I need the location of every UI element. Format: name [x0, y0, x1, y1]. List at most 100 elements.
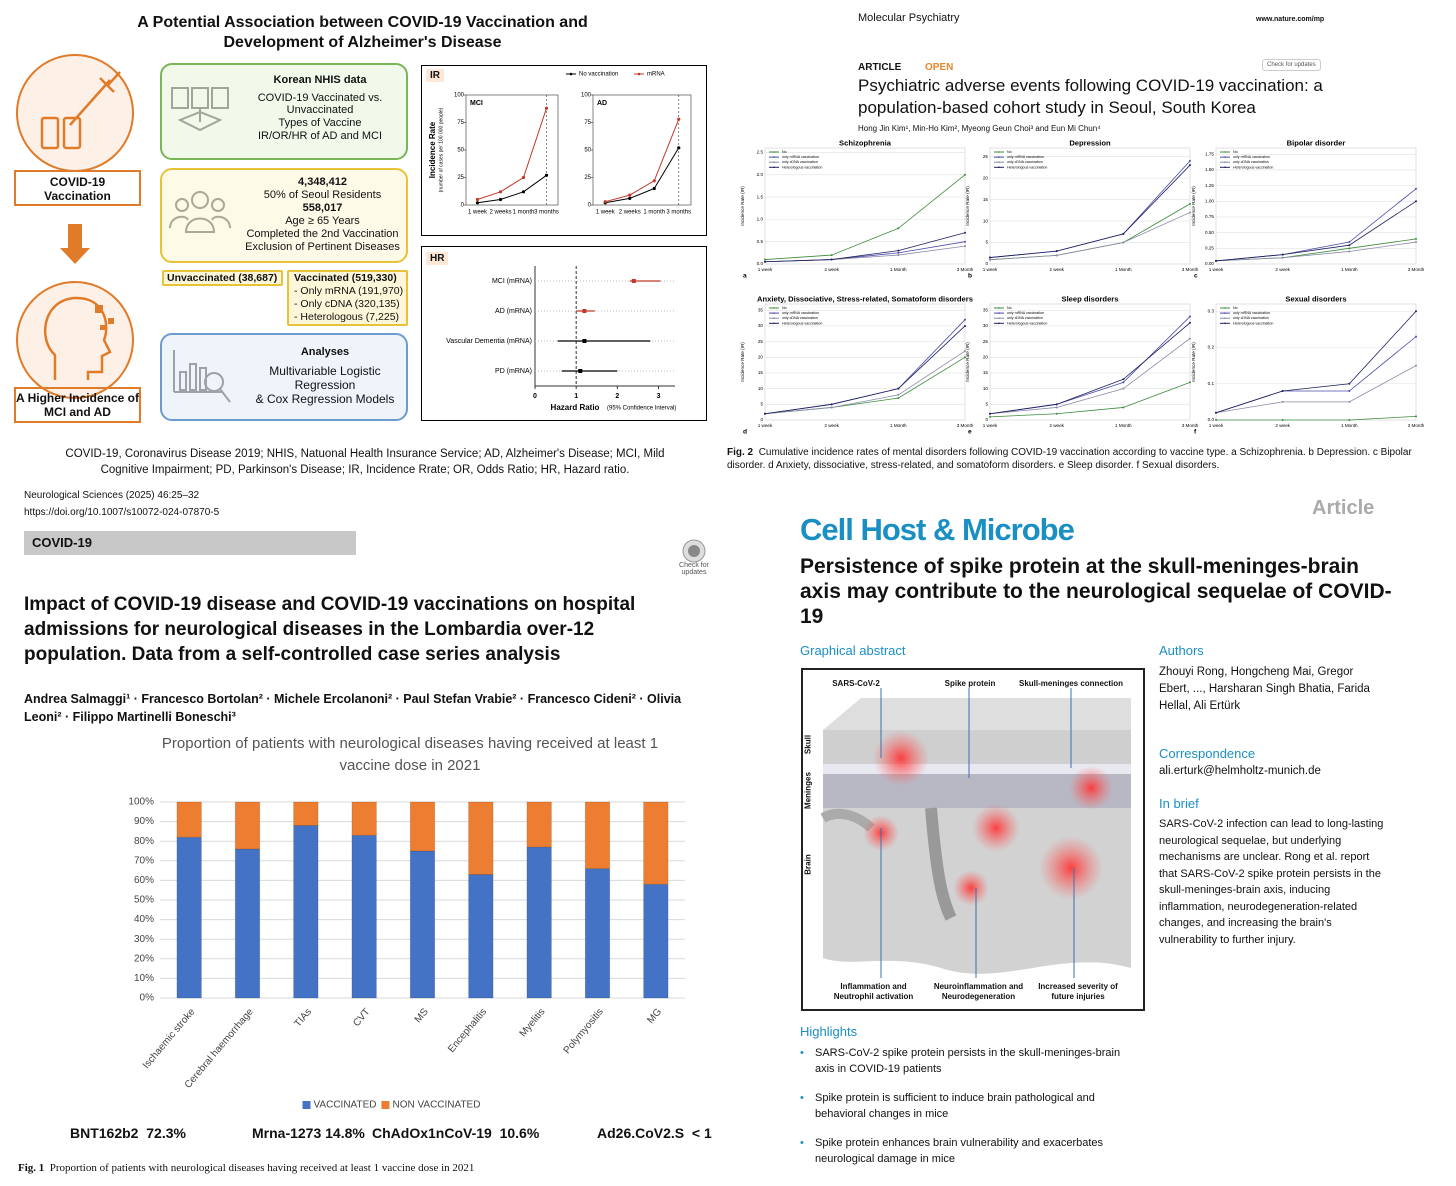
x-tick-label: 2 weeks [619, 210, 641, 216]
legend-label: Heterologous vaccination [782, 165, 822, 169]
figure-caption: Fig. 2 Cumulative incidence rates of men… [727, 446, 1449, 472]
legend-marker [998, 322, 1000, 325]
y-tick-label: 1.75 [1205, 151, 1214, 156]
psychiatry-figure: 0.0 0.5 1.0 1.5 2.0 2.5 1 week 2 week 1 Month 3 M… [740, 138, 1425, 436]
y-tick-label: 0.0 [757, 261, 764, 266]
data-point [897, 227, 900, 230]
diagram-label: Spike protein [944, 679, 996, 688]
arrow [60, 224, 90, 264]
authors: Andrea Salmaggi¹ · Francesco Bortolan² ·… [24, 692, 682, 724]
y-tick-label: 40% [134, 914, 154, 925]
legend-label: only cDNA vaccination [1007, 160, 1043, 164]
y-tick-label: 25 [983, 339, 989, 344]
series-line [477, 174, 547, 204]
x-tick-label: 3 [657, 393, 661, 400]
y-tick-label: 0.0 [1208, 417, 1215, 422]
data-point [989, 256, 991, 259]
head-icon [43, 296, 112, 380]
y-tick-label: 10 [983, 386, 989, 391]
chart-title: Anxiety, Dissociative, Stress-related, S… [757, 294, 973, 303]
y-axis-label: Incidence Rate (IR) [965, 186, 970, 226]
legend-marker [1224, 156, 1226, 158]
bar-segment [526, 846, 552, 999]
legend-marker [773, 317, 775, 319]
hazard-ratio-point [582, 339, 587, 343]
data-point [1415, 187, 1417, 190]
caption-label: Fig. 1 [18, 1162, 45, 1174]
unvaccinated: Unvaccinated (38,687) [162, 270, 283, 286]
x-tick-label: 2 [615, 393, 619, 400]
y-tick-label: 0.50 [1205, 230, 1214, 235]
hazard-ratio-point [631, 279, 636, 283]
data-point [989, 412, 991, 415]
x-tick-label: MG [645, 1006, 664, 1026]
data-point [1281, 419, 1284, 421]
y-tick-label: 1.0 [757, 217, 764, 222]
data-point [1348, 390, 1351, 392]
data-point [1189, 211, 1191, 214]
correspondence-heading: Correspondence [1159, 746, 1256, 761]
hr-frame [421, 246, 707, 421]
series-line [1215, 200, 1417, 262]
data-point [628, 193, 632, 197]
y-tick-label: 0.1 [1208, 381, 1215, 386]
legend-marker [998, 312, 1000, 314]
journal: Cell Host & Microbe [800, 512, 1075, 547]
x-tick-label: 2 week [1275, 267, 1290, 272]
data-point [1055, 412, 1058, 415]
data-point [1281, 400, 1284, 403]
diagram-label: SARS-CoV-2 [832, 679, 880, 688]
chart-title: MCI [470, 100, 483, 107]
x-tick-label: 1 month [513, 210, 535, 216]
data-point [1122, 387, 1125, 390]
x-tick-label: Ischaemic stroke [141, 1006, 198, 1071]
bar-segment [409, 801, 436, 852]
correspondence[interactable]: ali.erturk@helmholtz-munich.de [1159, 765, 1321, 777]
y-tick-label: 0.25 [1205, 246, 1214, 251]
legend-label: Heterologous vaccination [1233, 165, 1273, 169]
legend-label: only mRNA vaccination [782, 311, 819, 315]
series-line [764, 174, 966, 260]
bar-segment [468, 874, 494, 999]
x-tick-label: 1 week [1209, 423, 1224, 428]
exposure-label: COVID-19 Vaccination [14, 170, 141, 206]
y-tick-label: 1.25 [1205, 183, 1214, 188]
x-tick-label: 1 week [758, 267, 773, 272]
y-tick-label: 0 [588, 203, 592, 209]
legend-label: No [782, 306, 787, 310]
bar-segment [643, 801, 669, 885]
y-tick-label: AD (mRNA) [495, 308, 532, 315]
data-point [1055, 403, 1058, 406]
caption-label: Fig. 2 [727, 447, 754, 458]
x-tick-label: 3 Month [957, 423, 974, 428]
diagram-label: Increased severity of future injuries [1038, 982, 1118, 1001]
series-line [989, 382, 1191, 418]
y-tick-label: 90% [134, 816, 154, 827]
data-point [1189, 337, 1191, 340]
legend-label: Heterologous vaccination [1007, 165, 1047, 169]
x-tick-label: 1 week [983, 423, 998, 428]
data-point [764, 258, 766, 261]
article-title: Impact of COVID-19 disease and COVID-19 … [24, 594, 636, 665]
y-axis-label: Incidence Rate (IR) [1191, 186, 1196, 226]
bar-segment [351, 834, 377, 999]
article-title: Persistence of spike protein at the skul… [800, 555, 1392, 628]
data-point [1122, 241, 1125, 244]
criterion: Age ≥ 65 Years [285, 215, 360, 227]
panel-label: d [743, 429, 747, 436]
abstract-heading: Graphical abstract [800, 643, 906, 658]
data-point [677, 146, 681, 150]
series-line [1215, 241, 1417, 262]
x-tick-label: 3 Month [957, 267, 974, 272]
data-point [764, 412, 766, 415]
legend-marker [773, 161, 775, 163]
check-updates[interactable]: Check for updates [1262, 59, 1321, 71]
data-point [964, 245, 966, 248]
bar-segment [526, 801, 552, 848]
check-updates[interactable]: Check for updates [679, 562, 709, 576]
x-tick-label: 3 Month [1408, 423, 1425, 428]
analysis-line: & Cox Regression Models [255, 392, 395, 406]
y-axis-note: (number of cases per 100 000 people) [438, 107, 444, 192]
article-kind: ARTICLE [858, 62, 902, 73]
